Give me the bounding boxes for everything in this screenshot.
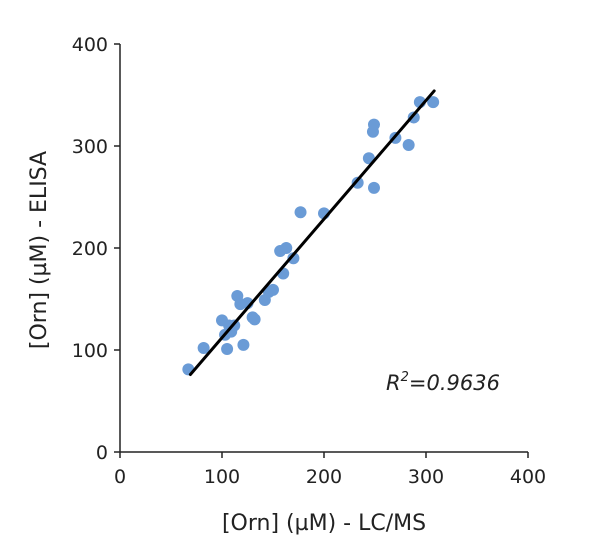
fit-line-group <box>188 89 436 376</box>
y-tick-label: 400 <box>72 34 108 56</box>
data-point <box>427 96 440 109</box>
data-point <box>248 313 261 326</box>
data-point <box>221 342 234 355</box>
r-squared-annotation: R2=0.9636 <box>386 370 500 395</box>
data-points <box>182 96 440 376</box>
regression-line <box>188 89 436 376</box>
r-squared-superscript: 2 <box>401 370 409 385</box>
data-point <box>280 242 293 254</box>
data-point <box>197 341 210 354</box>
x-tick-label: 400 <box>510 466 546 488</box>
data-point <box>351 176 364 189</box>
data-point <box>267 283 279 296</box>
data-point <box>367 118 380 131</box>
x-tick-label: 100 <box>204 466 240 488</box>
data-point <box>367 181 380 194</box>
data-point <box>294 206 307 219</box>
data-point <box>237 338 250 351</box>
r-squared-value: =0.9636 <box>409 371 500 395</box>
x-axis-title: [Orn] (µM) - LC/MS <box>222 511 426 536</box>
data-point <box>402 138 415 151</box>
r-squared-prefix: R <box>386 371 401 395</box>
data-point <box>407 111 420 124</box>
ticks: 0 100 200 300 400 0 100 200 300 400 <box>72 34 546 488</box>
x-tick-label: 200 <box>306 466 342 488</box>
x-tick-label: 0 <box>114 466 126 488</box>
y-tick-label: 300 <box>72 136 108 158</box>
y-tick-label: 200 <box>72 238 108 260</box>
y-tick-label: 100 <box>72 340 108 362</box>
y-axis-title: [Orn] (µM) - ELISA <box>27 151 52 349</box>
y-tick-label: 0 <box>96 442 108 464</box>
x-tick-label: 300 <box>408 466 444 488</box>
data-point <box>287 252 300 265</box>
